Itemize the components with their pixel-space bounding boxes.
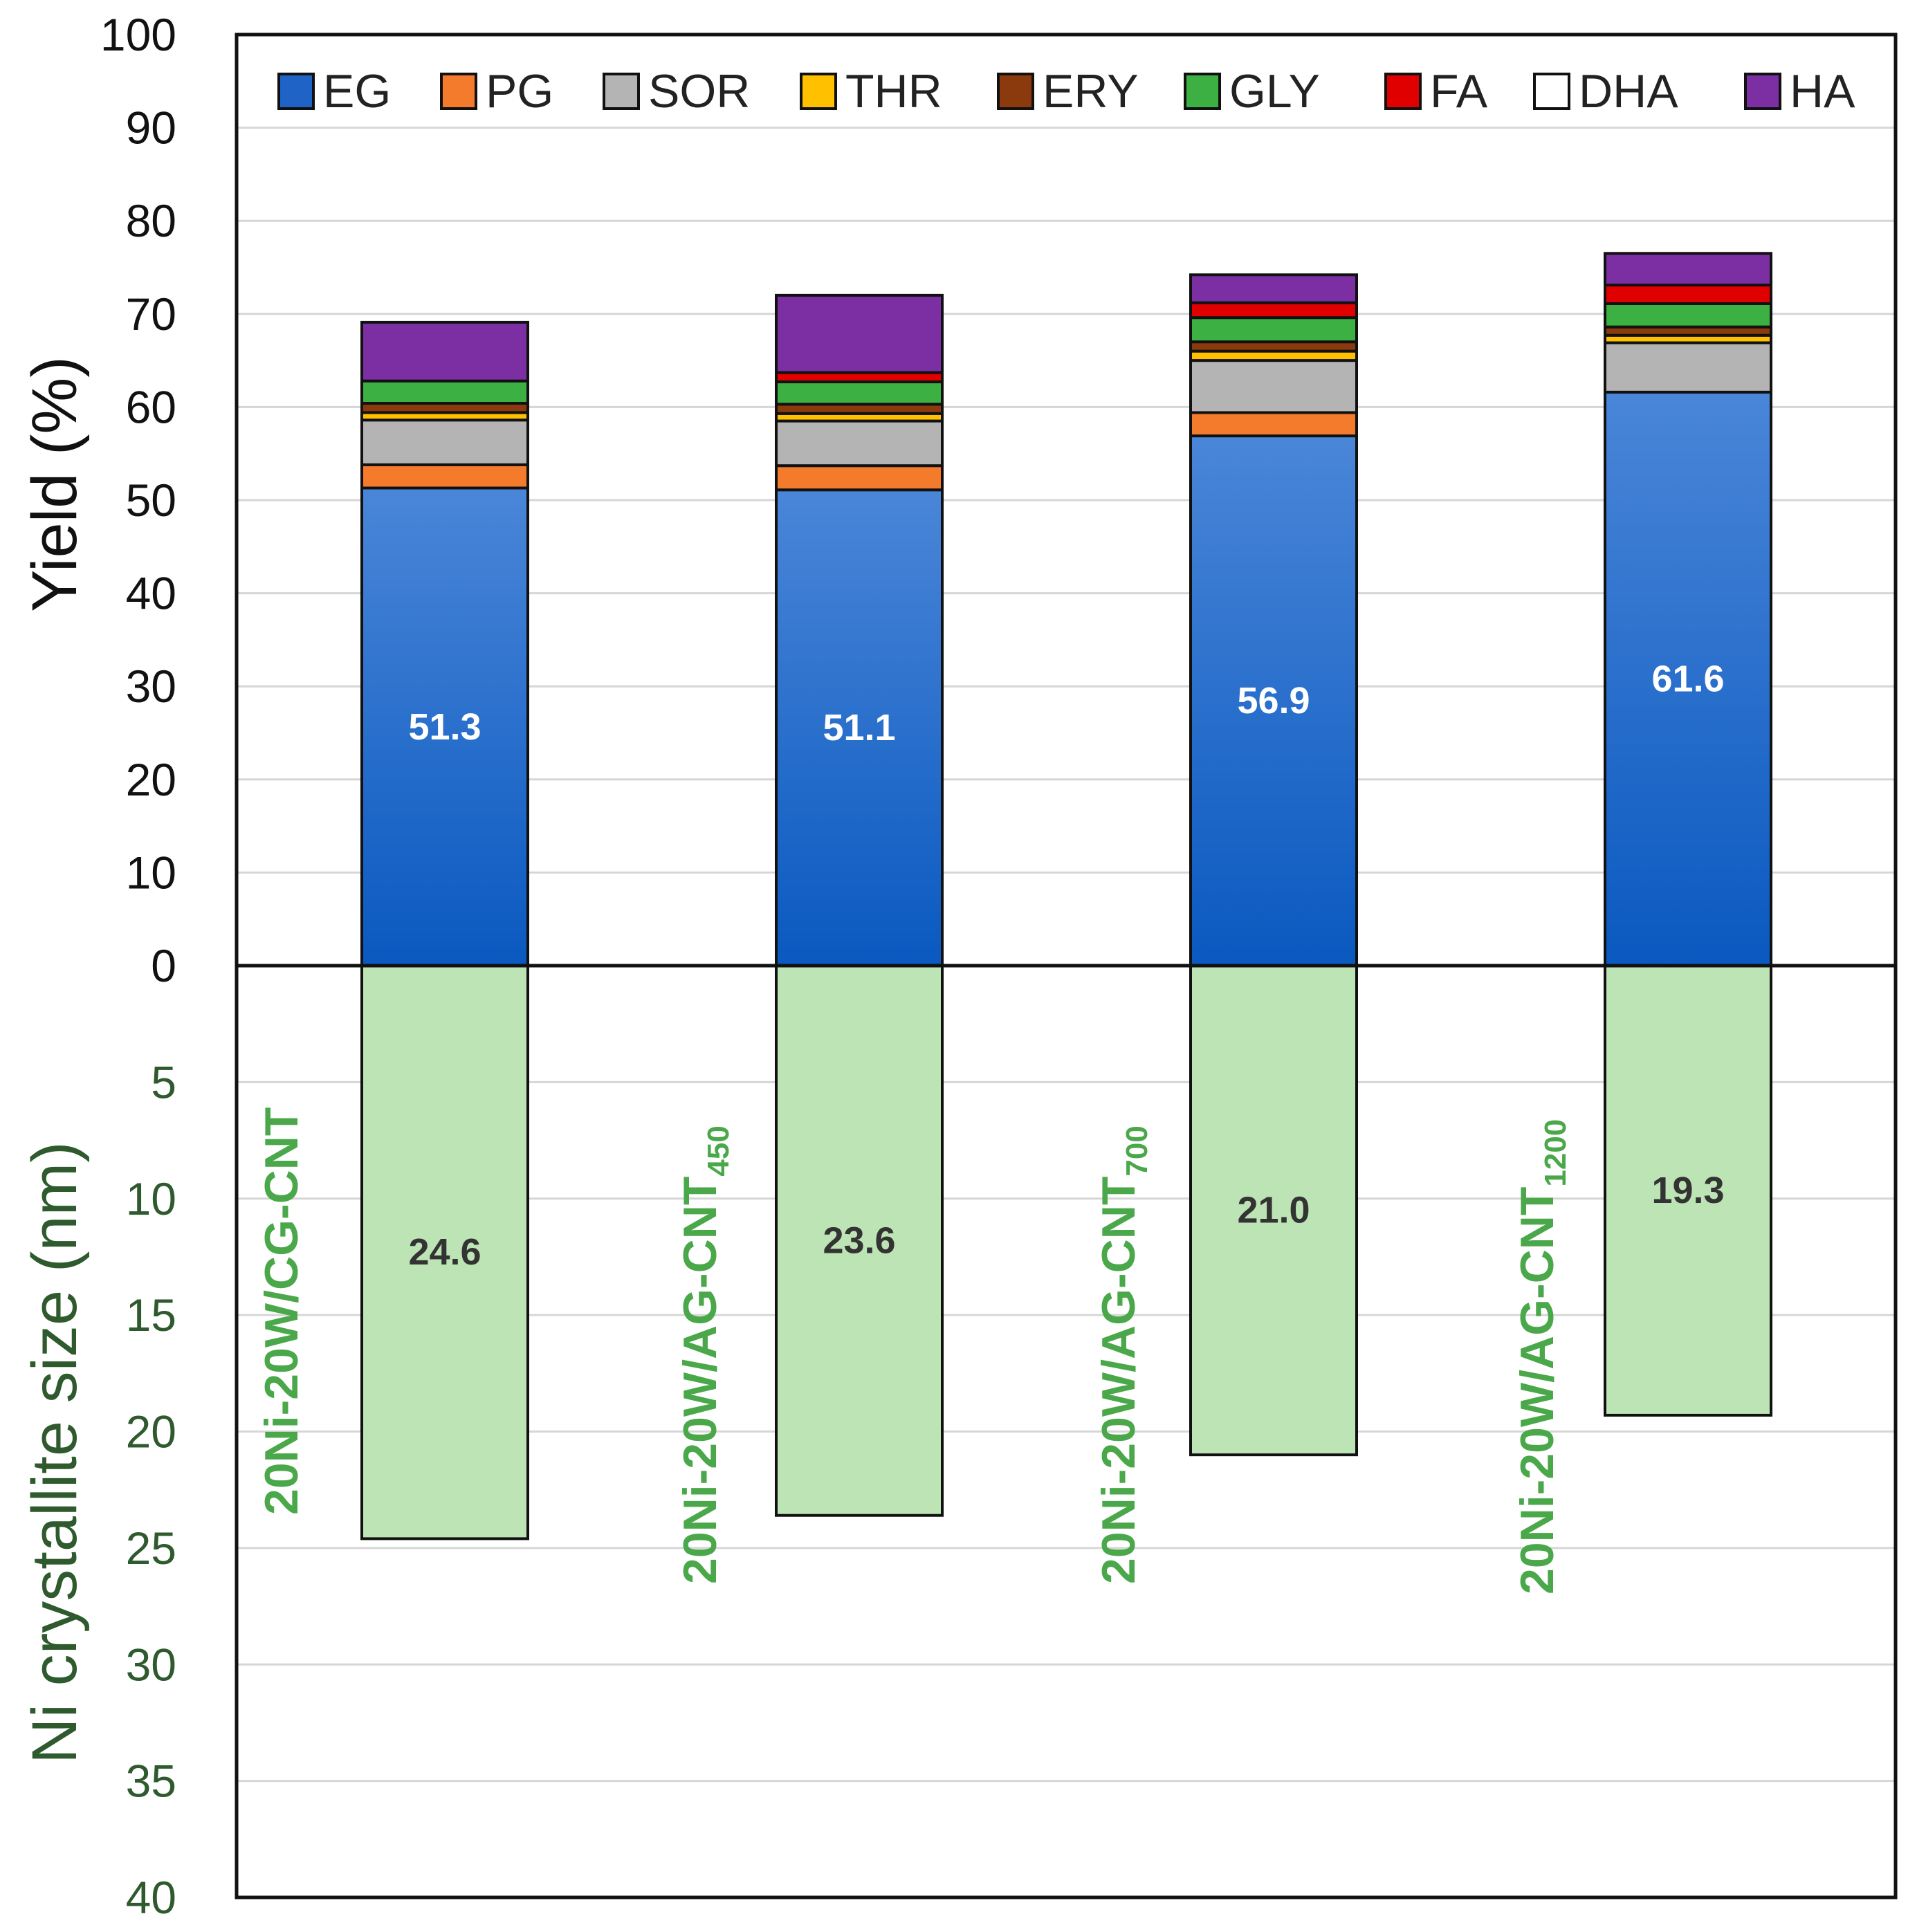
legend: EG PG SOR THR ERY GLY FA DHA HA xyxy=(277,65,1855,118)
bar-eg-2 xyxy=(775,488,944,967)
bar-label-crystallite-3: 21.0 xyxy=(1237,1190,1310,1231)
y-tick-top-10: 10 xyxy=(126,847,176,898)
bar-thr-3 xyxy=(1189,349,1358,362)
legend-swatch-ha xyxy=(1744,73,1781,110)
bar-gly-2 xyxy=(775,380,944,406)
category-label-1: 20Ni-20W/CG-CNT xyxy=(255,1107,308,1515)
bar-label-eg-2: 51.1 xyxy=(823,707,895,748)
y-tick-top-30: 30 xyxy=(126,661,176,712)
bar-pg-3 xyxy=(1189,411,1358,438)
bar-gly-3 xyxy=(1189,316,1358,344)
legend-swatch-thr xyxy=(800,73,837,110)
legend-label-eg: EG xyxy=(323,65,391,118)
legend-label-pg: PG xyxy=(486,65,553,118)
y-tick-top-90: 90 xyxy=(126,102,176,154)
y-tick-top-80: 80 xyxy=(126,195,176,246)
y-tick-top-0: 0 xyxy=(151,940,176,991)
bar-label-crystallite-4: 19.3 xyxy=(1651,1170,1724,1211)
bar-label-eg-1: 51.3 xyxy=(408,706,481,748)
axis-ticks: 0 10 20 30 40 50 60 70 80 90 100 5 10 15 20 25 30 35 40 xyxy=(100,9,176,1923)
y-tick-bottom-35: 35 xyxy=(126,1756,176,1807)
bar-label-crystallite-2: 23.6 xyxy=(823,1220,895,1261)
bar-ha-4 xyxy=(1604,252,1772,287)
y-tick-top-70: 70 xyxy=(126,288,176,340)
legend-swatch-ery xyxy=(997,73,1034,110)
y-tick-bottom-5: 5 xyxy=(151,1056,176,1107)
y-tick-top-40: 40 xyxy=(126,568,176,619)
legend-swatch-gly xyxy=(1184,73,1221,110)
legend-swatch-sor xyxy=(603,73,640,110)
y-tick-bottom-30: 30 xyxy=(126,1639,176,1690)
bar-crystallite-2 xyxy=(775,964,944,1517)
y-tick-bottom-15: 15 xyxy=(126,1289,176,1341)
legend-swatch-fa xyxy=(1384,73,1422,110)
bar-sor-1 xyxy=(360,418,529,466)
category-label-4: 20Ni-20W/AG-CNT1200 xyxy=(1511,1119,1572,1594)
category-label-3: 20Ni-20W/AG-CNT700 xyxy=(1092,1125,1154,1584)
legend-label-gly: GLY xyxy=(1229,65,1320,118)
bar-pg-2 xyxy=(775,464,944,492)
legend-label-ha: HA xyxy=(1790,65,1855,118)
bar-ery-3 xyxy=(1189,340,1358,353)
category-label-2: 20Ni-20W/AG-CNT450 xyxy=(674,1125,735,1584)
legend-swatch-dha xyxy=(1533,73,1570,110)
y-axis-title-yield: Yield (%) xyxy=(19,356,90,612)
bar-fa-4 xyxy=(1604,284,1772,305)
bar-ha-3 xyxy=(1189,273,1358,304)
bar-gly-1 xyxy=(360,379,529,405)
bar-fa-3 xyxy=(1189,301,1358,320)
bar-gly-4 xyxy=(1604,302,1772,329)
category-labels: 20Ni-20W/CG-CNT 20Ni-20W/AG-CNT450 20Ni-20… xyxy=(255,1107,1572,1594)
y-tick-top-20: 20 xyxy=(126,754,176,805)
bar-eg-3 xyxy=(1189,434,1358,967)
bar-eg-1 xyxy=(360,486,529,967)
bar-crystallite-4 xyxy=(1604,964,1772,1417)
y-tick-top-100: 100 xyxy=(100,9,176,60)
legend-label-fa: FA xyxy=(1430,65,1488,118)
bar-ha-1 xyxy=(360,320,529,383)
y-axis-title-crystallite: Ni crystallite size (nm) xyxy=(19,1141,90,1764)
y-tick-bottom-25: 25 xyxy=(126,1522,176,1574)
y-tick-top-50: 50 xyxy=(126,475,176,526)
legend-label-dha: DHA xyxy=(1579,65,1678,118)
bar-ery-1 xyxy=(360,402,529,414)
bar-pg-1 xyxy=(360,463,529,490)
legend-label-sor: SOR xyxy=(648,65,750,118)
y-tick-bottom-20: 20 xyxy=(126,1406,176,1457)
y-tick-top-60: 60 xyxy=(126,381,176,432)
bar-sor-2 xyxy=(775,419,944,468)
legend-label-thr: THR xyxy=(845,65,942,118)
bar-sor-4 xyxy=(1604,341,1772,394)
bar-sor-3 xyxy=(1189,359,1358,414)
bar-fa-2 xyxy=(775,371,944,384)
legend-swatch-pg xyxy=(440,73,477,110)
y-tick-bottom-40: 40 xyxy=(126,1872,176,1923)
legend-label-ery: ERY xyxy=(1043,65,1139,118)
bar-ery-2 xyxy=(775,403,944,415)
bar-label-crystallite-1: 24.6 xyxy=(408,1231,481,1273)
legend-swatch-eg xyxy=(277,73,315,110)
bar-ha-2 xyxy=(775,293,944,374)
bar-label-eg-4: 61.6 xyxy=(1651,658,1724,699)
bar-label-eg-3: 56.9 xyxy=(1237,680,1310,721)
y-tick-bottom-10: 10 xyxy=(126,1173,176,1224)
